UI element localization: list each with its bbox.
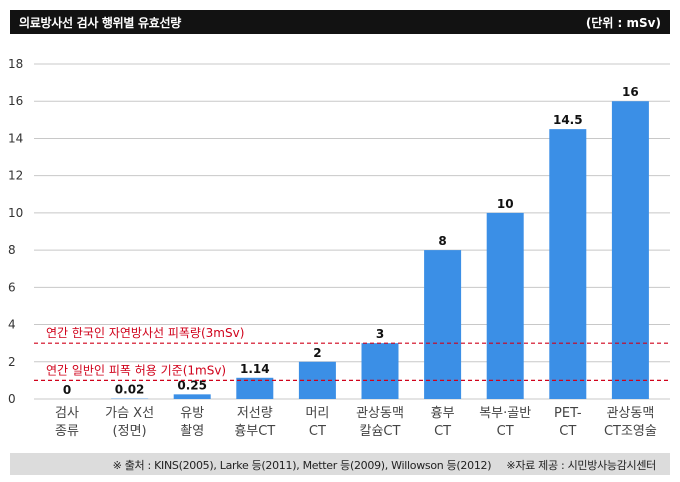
y-tick-label: 2 (8, 355, 16, 369)
x-tick-label: PET- (554, 406, 582, 421)
reference-line-label: 연간 일반인 피폭 허용 기준(1mSv) (46, 363, 226, 377)
data-label: 3 (376, 327, 384, 341)
data-label: 0.25 (177, 378, 207, 392)
x-tick-label: (정면) (113, 424, 147, 439)
x-tick-label: 가슴 X선 (105, 406, 154, 421)
x-tick-label: 관상동맥 (606, 406, 654, 421)
y-tick-label: 0 (8, 392, 16, 406)
data-label: 8 (438, 234, 446, 248)
y-tick-label: 4 (8, 318, 16, 332)
bar (173, 394, 211, 399)
chart-title: 의료방사선 검사 행위별 유효선량 (19, 16, 181, 30)
data-label: 16 (622, 85, 639, 99)
x-tick-label: 종류 (55, 424, 79, 439)
source-citation: ※ 출처 : KINS(2005), Larke 등(2011), Metter… (112, 459, 492, 472)
x-tick-label: 검사 (55, 406, 79, 421)
x-tick-label: CT (309, 424, 326, 439)
y-tick-label: 16 (8, 94, 23, 108)
x-tick-label: 칼슘CT (360, 424, 401, 439)
data-label: 10 (497, 197, 514, 211)
data-label: 2 (313, 346, 321, 360)
bar (549, 129, 587, 399)
x-tick-label: 머리 (305, 406, 329, 421)
x-tick-label: CT (434, 424, 451, 439)
x-tick-label: CT (497, 424, 514, 439)
data-provider: ※자료 제공 : 시민방사능감시센터 (506, 459, 656, 472)
chart-header: 의료방사선 검사 행위별 유효선량 (단위 : mSv) (10, 10, 670, 34)
data-label: 0 (63, 383, 71, 397)
x-tick-label: 관상동맥 (356, 406, 404, 421)
y-tick-label: 6 (8, 280, 16, 294)
y-tick-label: 10 (8, 206, 23, 220)
bar (424, 250, 462, 399)
data-label: 0.02 (115, 383, 145, 397)
x-tick-label: 흉부CT (234, 424, 275, 439)
x-tick-label: 유방 (180, 406, 204, 421)
y-tick-label: 12 (8, 169, 23, 183)
y-tick-label: 18 (8, 57, 23, 71)
bar (236, 377, 274, 399)
bar (611, 101, 649, 399)
y-tick-label: 8 (8, 243, 16, 257)
x-tick-label: 저선량 (237, 406, 273, 421)
source-footer: ※ 출처 : KINS(2005), Larke 등(2011), Metter… (10, 453, 670, 475)
x-tick-label: 촬영 (180, 424, 204, 439)
reference-line-label: 연간 한국인 자연방사선 피폭량(3mSv) (46, 326, 244, 340)
y-tick-label: 14 (8, 131, 23, 145)
x-tick-label: CT (559, 424, 576, 439)
bar (486, 212, 524, 399)
x-tick-label: 흉부 (431, 406, 455, 421)
x-tick-label: CT조영술 (604, 424, 657, 439)
data-label: 1.14 (240, 362, 270, 376)
x-tick-label: 복부·골반 (479, 406, 531, 421)
bar (361, 343, 399, 399)
data-label: 14.5 (553, 113, 583, 127)
unit-label: (단위 : mSv) (585, 16, 661, 30)
